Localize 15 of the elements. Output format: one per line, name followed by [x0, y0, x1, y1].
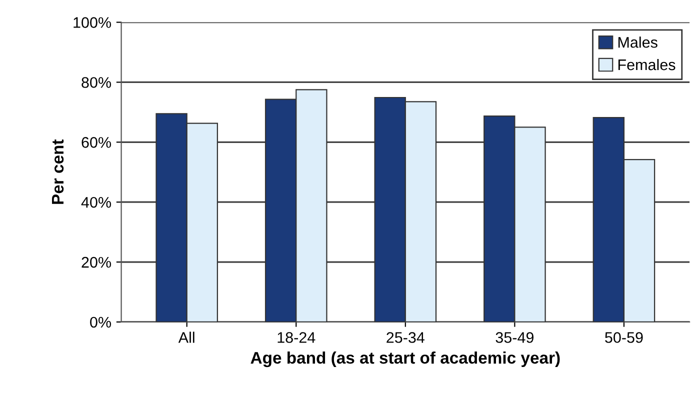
x-tick-label: 18-24: [278, 332, 316, 343]
y-tick-label: 60%: [82, 137, 112, 148]
legend-label: Males: [618, 36, 658, 48]
x-tick-label: 25-34: [386, 332, 424, 343]
x-tick-label: All: [178, 332, 194, 343]
x-axis-title: Age band (as at start of academic year): [250, 351, 560, 368]
x-tick-label: 35-49: [496, 332, 534, 343]
legend-label: Females: [618, 58, 676, 70]
y-tick-label: 80%: [82, 77, 112, 88]
y-tick-label: 20%: [82, 256, 112, 268]
y-tick-label: 0%: [90, 316, 112, 328]
y-tick-label: 40%: [81, 196, 112, 208]
y-axis-title: Per cent: [52, 139, 64, 204]
x-tick-label: 50-59: [605, 332, 643, 343]
y-tick-label: 100%: [74, 17, 112, 28]
